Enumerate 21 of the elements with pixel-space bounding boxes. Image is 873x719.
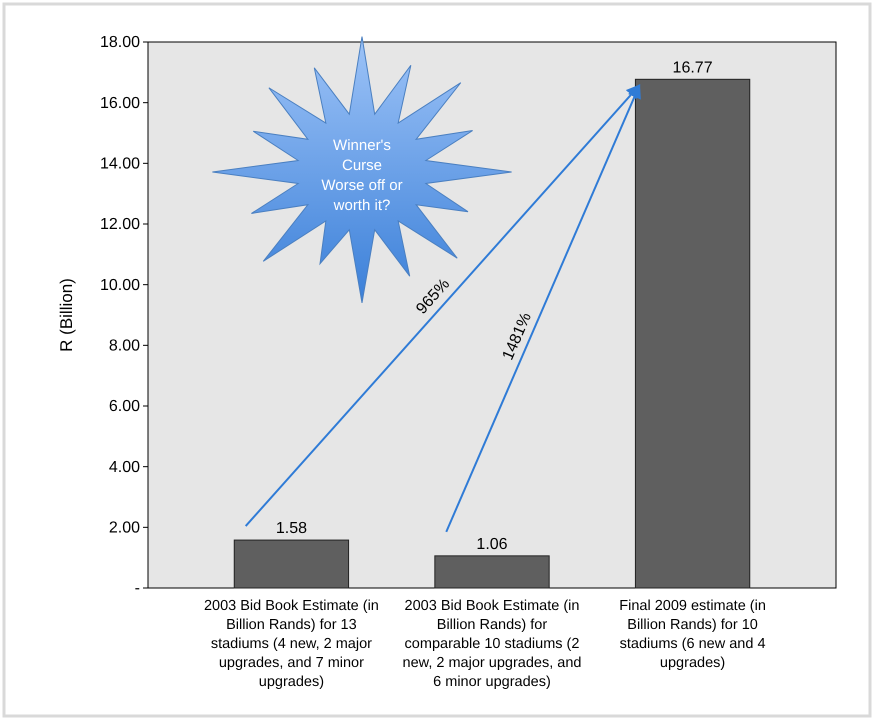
y-tick-label: 12.00 (100, 216, 140, 234)
bar (634, 78, 750, 588)
data-label: 16.77 (672, 59, 713, 76)
y-tick-label: 6.00 (108, 398, 140, 416)
y-tick-label: 8.00 (108, 337, 140, 354)
y-tick-label: 16.00 (100, 94, 140, 112)
y-tick-label: 14.00 (100, 155, 140, 172)
y-tick-label: 2.00 (108, 519, 140, 536)
y-tick-label: 10.00 (100, 276, 140, 294)
y-tick-label: 4.00 (108, 458, 140, 476)
x-tick-label: 2003 Bid Book Estimate (in Billion Rands) for comparable 10 stadiums (2 new, 2 major upgrades, and 6 minor upgrades) (402, 598, 582, 690)
x-tick-label: 2003 Bid Book Estimate (in Billion Rands) for 13 stadiums (4 new, 2 major upgrades, and 7 minor upgrades) (204, 598, 379, 690)
data-label: 1.06 (476, 536, 508, 553)
bar (234, 540, 350, 588)
y-axis-title: R (Billion) (57, 278, 76, 352)
data-label: 1.58 (276, 520, 308, 538)
y-tick-label: - (134, 580, 140, 598)
bar (434, 555, 550, 588)
x-tick-label: Final 2009 estimate (in Billion Rands) for 10 stadiums (6 new and 4 upgrades) (619, 598, 766, 671)
y-tick-label: 18.00 (100, 34, 140, 52)
annotation: Winner's Curse Worse off or worth it? (321, 137, 403, 214)
